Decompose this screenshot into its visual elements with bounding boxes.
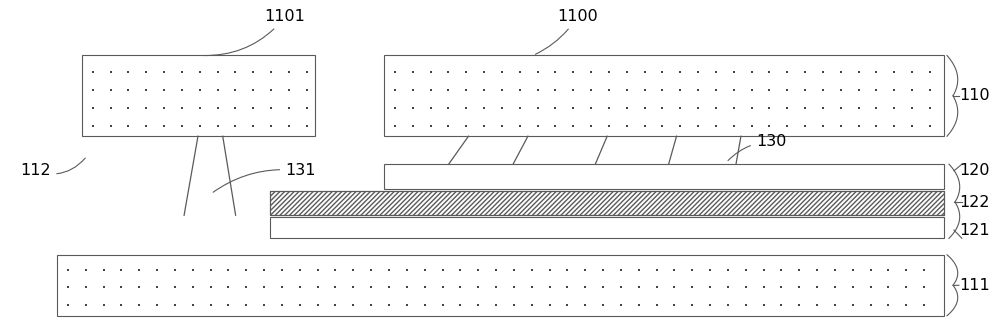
Text: 122: 122 <box>959 195 989 210</box>
Bar <box>82 56 315 136</box>
Bar <box>384 164 944 189</box>
Text: 130: 130 <box>728 134 786 160</box>
Bar <box>384 56 944 136</box>
Text: 131: 131 <box>213 163 316 192</box>
Text: 1101: 1101 <box>204 9 306 56</box>
Text: 1100: 1100 <box>535 9 598 54</box>
Bar <box>270 191 944 215</box>
Bar <box>57 255 944 316</box>
Text: 111: 111 <box>959 278 990 293</box>
Text: 112: 112 <box>21 158 85 178</box>
Text: 121: 121 <box>959 222 990 238</box>
Bar <box>270 191 944 215</box>
Bar <box>270 217 944 238</box>
Text: 120: 120 <box>959 163 989 178</box>
Text: 110: 110 <box>959 87 990 103</box>
